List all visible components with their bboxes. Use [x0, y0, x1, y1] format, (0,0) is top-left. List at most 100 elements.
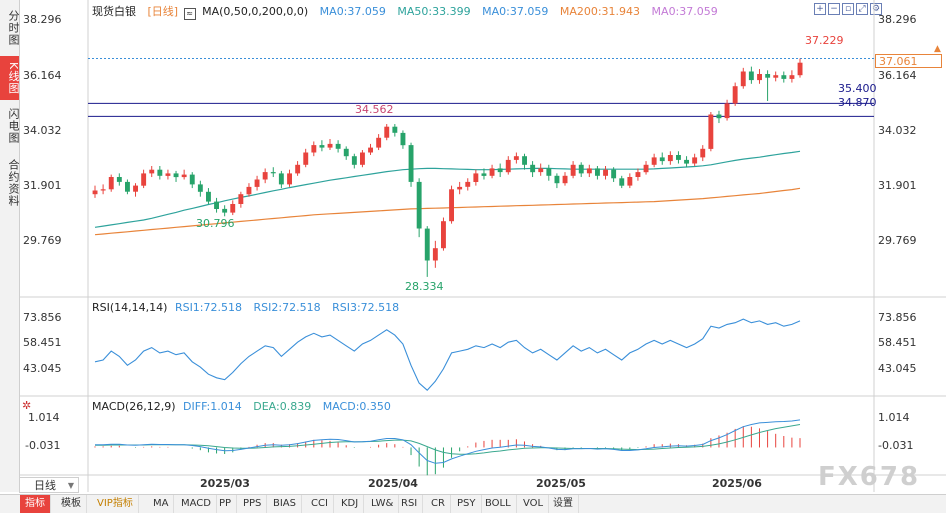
instrument-name: 现货白银 [92, 5, 136, 18]
period-selector[interactable]: 日线 ▼ [19, 477, 79, 493]
candle-body [141, 173, 147, 186]
indicator-button-8[interactable]: CCI [306, 495, 334, 513]
macd-tick-right: 1.014 [878, 411, 910, 424]
zoom-out-icon[interactable]: − [828, 3, 840, 15]
indicator-button-2[interactable]: VIP指标 [92, 495, 139, 513]
candle-body [748, 71, 754, 81]
candle-body [667, 155, 673, 162]
indicator-button-14[interactable]: BOLL [480, 495, 517, 513]
candle-body [335, 143, 341, 149]
low-price-label: 28.334 [405, 280, 444, 293]
ma-value-4: MA200:31.943 [559, 5, 641, 18]
ma50-line [94, 150, 801, 228]
indicator-button-12[interactable]: CR [426, 495, 451, 513]
tab-kline[interactable]: K线图 [0, 56, 20, 100]
candle-body [765, 74, 771, 78]
indicator-button-5[interactable]: PP [214, 495, 238, 513]
macd-settings-icon[interactable]: ✲ [22, 399, 32, 412]
candle-body [100, 189, 106, 191]
rsi-line [94, 318, 801, 391]
candle-body [441, 221, 446, 249]
rsi3-value: RSI3:72.518 [332, 301, 400, 314]
candle-body [716, 114, 722, 119]
candle-body [400, 132, 406, 146]
candle-body [513, 156, 519, 160]
ma-value-2: MA50:33.399 [397, 5, 471, 18]
price-tick-left: 34.032 [23, 124, 62, 137]
tab-lightning[interactable]: 闪电图 [7, 108, 20, 144]
candle-body [481, 173, 487, 176]
price-tick-left: 31.901 [23, 179, 62, 192]
current-price-label: 37.061 [879, 55, 918, 68]
tab-time-sharing[interactable]: 分时图 [7, 10, 20, 46]
candle-body [643, 164, 649, 173]
rsi-header: RSI(14,14,14) RSI1:72.518 RSI2:72.518 RS… [92, 301, 407, 314]
candle-body [505, 159, 511, 173]
indicator-button-13[interactable]: PSY [452, 495, 482, 513]
candle-body [651, 157, 657, 165]
macd-tick-left: 1.014 [28, 411, 60, 424]
candle-body [351, 156, 357, 165]
candle-body [408, 145, 414, 182]
ma-value-5: MA0:37.059 [651, 5, 718, 18]
candle-body [692, 157, 698, 164]
indicator-button-16[interactable]: 设置 [548, 495, 579, 513]
candle-body [262, 172, 268, 180]
time-tick: 2025/03 [200, 477, 250, 490]
indicator-button-4[interactable]: MACD [176, 495, 217, 513]
zoom-in-icon[interactable]: + [814, 3, 826, 15]
candle-body [125, 181, 130, 192]
candle-body [489, 168, 495, 176]
candle-body [116, 177, 122, 182]
high-price-label: 37.229 [805, 34, 844, 47]
rsi-title: RSI(14,14,14) [92, 301, 168, 314]
indicator-button-3[interactable]: MA [148, 495, 175, 513]
candle-body [724, 103, 730, 119]
candle-body [676, 155, 681, 160]
indicator-button-0[interactable]: 指标 [20, 495, 51, 513]
tab-contract-info[interactable]: 合约资料 [7, 159, 20, 207]
candle-body [238, 194, 244, 204]
price-tick-right: 29.769 [878, 234, 917, 247]
candle-body [133, 185, 138, 192]
candle-body [230, 204, 236, 213]
macd-tick-right: -0.031 [878, 439, 914, 452]
candle-body [416, 181, 422, 229]
macd-value: MACD:0.350 [322, 400, 391, 413]
price-tick-right: 31.901 [878, 179, 917, 192]
indicator-button-7[interactable]: BIAS [268, 495, 302, 513]
candle-body [627, 177, 633, 186]
indicator-button-9[interactable]: KDJ [336, 495, 365, 513]
candle-body [165, 173, 171, 176]
candle-body [149, 169, 155, 174]
candle-body [311, 145, 317, 153]
candle-body [684, 159, 689, 164]
price-tick-left: 38.296 [23, 13, 62, 26]
indicator-button-15[interactable]: VOL [518, 495, 550, 513]
rsi1-value: RSI1:72.518 [174, 301, 243, 314]
restore-icon[interactable]: ▫ [842, 3, 854, 15]
candle-body [270, 172, 276, 174]
left-tab-bar: 分时图 K线图 闪电图 合约资料 [0, 0, 20, 492]
indicator-button-6[interactable]: PPS [238, 495, 268, 513]
candle-body [554, 175, 560, 184]
time-tick: 2025/06 [712, 477, 762, 490]
indicator-button-1[interactable]: 模板 [56, 495, 87, 513]
ma-settings-icon[interactable]: ≈ [183, 8, 196, 20]
settings-icon[interactable]: ⚙ [870, 3, 882, 15]
candle-body [473, 173, 479, 182]
candle-body [619, 178, 625, 186]
candle-body [278, 173, 284, 185]
collapse-arrow-icon[interactable]: ▲ [934, 44, 941, 54]
candle-body [189, 174, 195, 185]
candle-body [497, 168, 503, 173]
candle-body [546, 168, 552, 176]
indicator-button-11[interactable]: RSI [396, 495, 424, 513]
indicator-button-10[interactable]: LW& [366, 495, 400, 513]
expand-icon[interactable]: ⤢ [856, 3, 868, 15]
candle-body [173, 173, 179, 178]
price-tick-right: 38.296 [878, 13, 917, 26]
candle-body [522, 156, 527, 165]
candle-body [327, 143, 333, 148]
